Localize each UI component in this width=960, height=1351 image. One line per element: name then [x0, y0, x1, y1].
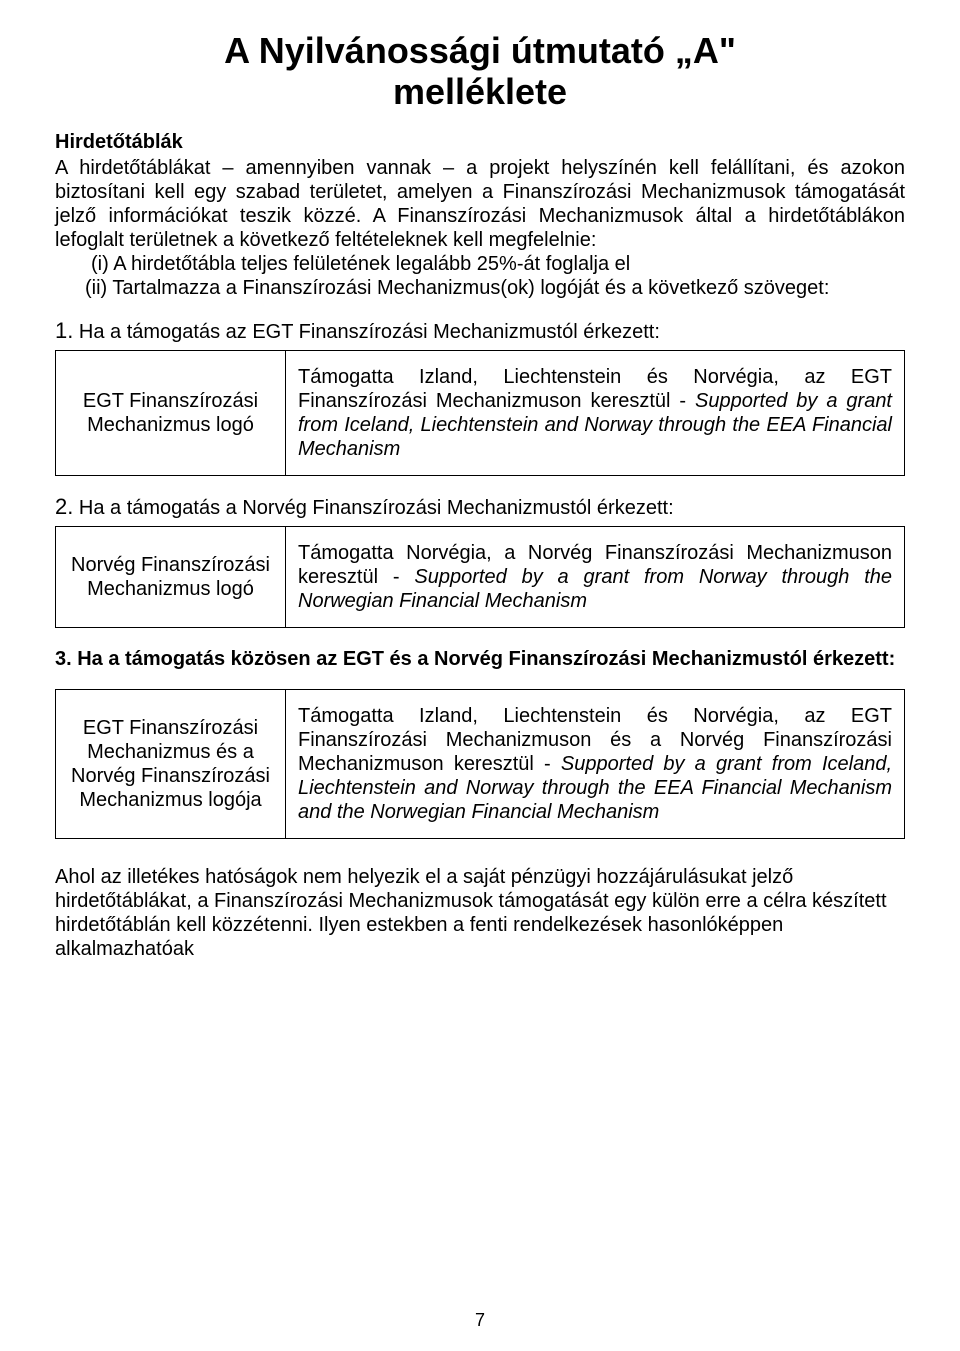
section-1-label: Ha a támogatás az EGT Finanszírozási Mec… — [73, 321, 660, 343]
section-1-heading: 1. Ha a támogatás az EGT Finanszírozási … — [55, 318, 905, 344]
list-item-i: (i) A hirdetőtábla teljes felületének le… — [55, 252, 905, 276]
section-3-text-cell: Támogatta Izland, Liechtenstein és Norvé… — [286, 689, 905, 838]
section-3-logo-cell: EGT Finanszírozási Mechanizmus és a Norv… — [56, 689, 286, 838]
section-2-text-cell: Támogatta Norvégia, a Norvég Finanszíroz… — [286, 526, 905, 627]
section-3-table: EGT Finanszírozási Mechanizmus és a Norv… — [55, 689, 905, 839]
list-item-ii: (ii) Tartalmazza a Finanszírozási Mechan… — [55, 276, 905, 300]
page-number: 7 — [0, 1310, 960, 1331]
title-line1: A Nyilvánossági útmutató „A" — [224, 30, 736, 71]
section-3-heading: 3. Ha a támogatás közösen az EGT és a No… — [55, 648, 905, 671]
document-title: A Nyilvánossági útmutató „A" melléklete — [55, 30, 905, 113]
sub-heading: Hirdetőtáblák — [55, 131, 905, 154]
section-2-label: Ha a támogatás a Norvég Finanszírozási M… — [73, 497, 673, 519]
section-1-logo-cell: EGT Finanszírozási Mechanizmus logó — [56, 350, 286, 475]
document-page: A Nyilvánossági útmutató „A" melléklete … — [0, 0, 960, 1351]
section-2-number: 2. — [55, 494, 73, 519]
footer-paragraph: Ahol az illetékes hatóságok nem helyezik… — [55, 865, 905, 961]
title-line2: melléklete — [393, 71, 567, 112]
section-2-logo-cell: Norvég Finanszírozási Mechanizmus logó — [56, 526, 286, 627]
section-1-number: 1. — [55, 318, 73, 343]
intro-paragraph: A hirdetőtáblákat – amennyiben vannak – … — [55, 156, 905, 252]
section-1-text-cell: Támogatta Izland, Liechtenstein és Norvé… — [286, 350, 905, 475]
section-1-table: EGT Finanszírozási Mechanizmus logó Támo… — [55, 350, 905, 476]
section-2-table: Norvég Finanszírozási Mechanizmus logó T… — [55, 526, 905, 628]
section-2-heading: 2. Ha a támogatás a Norvég Finanszírozás… — [55, 494, 905, 520]
